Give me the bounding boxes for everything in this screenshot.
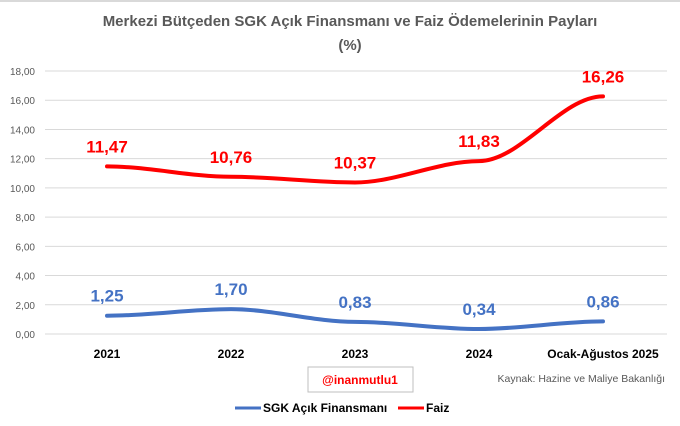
- legend-label-sgk: SGK Açık Finansmanı: [263, 401, 387, 415]
- data-label: 0,86: [586, 292, 619, 311]
- data-label: 16,26: [582, 67, 625, 86]
- y-tick-label: 18,00: [10, 67, 35, 78]
- source-note: Kaynak: Hazine ve Maliye Bakanlığı: [497, 373, 665, 385]
- data-label: 11,47: [86, 137, 128, 156]
- x-tick-label: 2021: [94, 347, 121, 361]
- data-label: 10,76: [210, 148, 253, 167]
- x-tick-label: Ocak-Ağustos 2025: [547, 347, 659, 361]
- y-tick-label: 14,00: [10, 125, 35, 136]
- chart-subtitle: (%): [338, 37, 361, 54]
- y-tick-label: 6,00: [16, 242, 36, 253]
- data-label: 1,70: [214, 280, 247, 299]
- y-tick-label: 12,00: [10, 155, 35, 166]
- watermark-box: [307, 366, 414, 393]
- chart-title: Merkezi Bütçeden SGK Açık Finansmanı ve …: [103, 13, 598, 30]
- y-tick-label: 2,00: [16, 301, 36, 312]
- data-label: 10,37: [334, 153, 377, 172]
- data-label: 0,83: [338, 293, 371, 312]
- y-tick-label: 4,00: [16, 272, 36, 283]
- y-tick-label: 8,00: [16, 213, 36, 224]
- legend-label-faiz: Faiz: [426, 401, 449, 415]
- y-tick-label: 10,00: [10, 184, 35, 195]
- y-tick-label: 16,00: [10, 96, 35, 107]
- legend: SGK Açık Finansmanı Faiz: [235, 401, 449, 415]
- x-tick-label: 2022: [218, 347, 245, 361]
- series-line-faiz: [105, 94, 605, 185]
- y-tick-label: 0,00: [16, 330, 36, 341]
- series-line-sgk: [105, 307, 605, 332]
- x-tick-label: 2023: [342, 347, 369, 361]
- watermark: @inanmutlu1: [322, 373, 398, 387]
- data-label: 1,25: [90, 287, 123, 306]
- data-label: 0,34: [462, 300, 496, 319]
- data-label: 11,83: [458, 132, 500, 151]
- x-tick-label: 2024: [466, 347, 493, 361]
